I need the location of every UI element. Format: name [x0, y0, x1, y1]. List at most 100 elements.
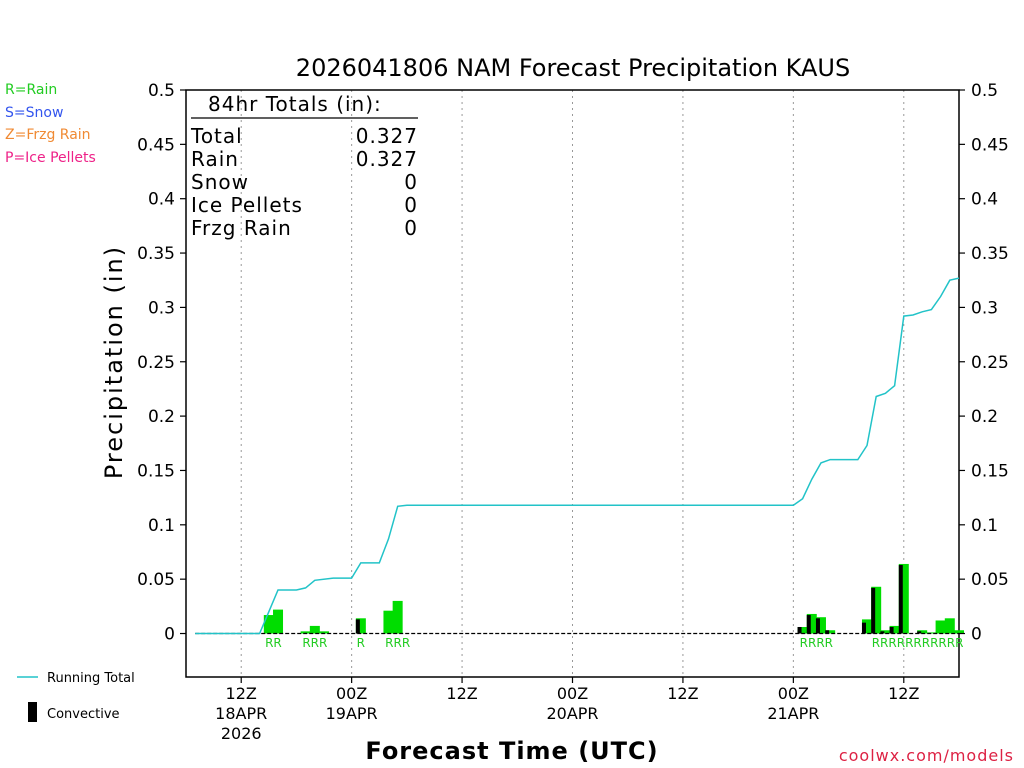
precip-bar: [383, 610, 394, 634]
totals-row-value: 0: [404, 170, 418, 194]
y-tick-label: 0.25: [137, 353, 175, 373]
totals-row-value: 0: [404, 216, 418, 240]
precip-bar: [871, 586, 882, 634]
y-axis-left: 0 0.05 0.1 0.15 0.2 0.25 0.3 0.35 0.4 0.45 0.5: [137, 81, 186, 645]
convective-bar: [355, 619, 360, 634]
x-tick-label: 00Z: [778, 684, 809, 703]
convective-legend-swatch: [28, 702, 37, 722]
y-tick-label-right: 0.3: [971, 298, 998, 318]
precip-bar: [392, 600, 403, 634]
totals-row-label: Ice Pellets: [191, 193, 303, 217]
totals-heading: 84hr Totals (in):: [208, 92, 382, 116]
precip-type-label: RR: [265, 636, 282, 650]
precip-type-labels: RR RRR R RRR RRRR RRRRRRRRRRR: [265, 636, 963, 650]
precip-bar: [954, 630, 964, 634]
precip-type-legend-item: Z=Frzg Rain: [5, 127, 91, 143]
precip-bar: [355, 618, 366, 634]
chart-title: 2026041806 NAM Forecast Precipitation KA…: [296, 54, 850, 82]
precip-bar: [880, 630, 891, 634]
precip-type-legend-item: R=Rain: [5, 82, 58, 98]
totals-row-label: Total: [190, 124, 243, 148]
convective-bar: [871, 587, 876, 634]
precip-type-label: RRRR: [800, 636, 833, 650]
totals-row-value: 0: [404, 193, 418, 217]
precip-bar: [889, 625, 900, 634]
running-total-line: [195, 277, 960, 635]
convective-bar: [880, 631, 885, 634]
precip-bar: [861, 619, 872, 634]
totals-box: 84hr Totals (in): Total 0.327 Rain 0.327 Sno…: [190, 92, 418, 240]
running-total-legend-label: Running Total: [47, 671, 135, 686]
x-tick-label: 00Z: [336, 684, 367, 703]
x-tick-label: 12Z: [667, 684, 698, 703]
precip-type-legend-item: P=Ice Pellets: [5, 149, 96, 166]
y-tick-label: 0.4: [148, 190, 175, 210]
y-tick-label: 0.5: [148, 81, 175, 101]
precip-bar: [797, 626, 808, 634]
precip-bar: [926, 632, 937, 634]
totals-row-value: 0.327: [356, 124, 418, 148]
precip-bar: [319, 631, 330, 634]
x-tick-label: 12Z: [888, 684, 919, 703]
y-tick-label-right: 0.05: [971, 570, 1009, 590]
totals-row-label: Snow: [191, 170, 249, 194]
x-tick-label: 00Z: [557, 684, 588, 703]
precip-bar: [825, 630, 836, 634]
convective-bar: [797, 626, 802, 634]
y-tick-label: 0.15: [137, 461, 175, 481]
y-tick-label-right: 0.25: [971, 353, 1009, 373]
bars-group: [263, 563, 964, 634]
x-tick-date: 19APR: [326, 704, 378, 723]
series-legend: Running Total Convective: [17, 671, 135, 722]
precip-bar: [309, 625, 320, 634]
precip-bar: [806, 613, 817, 634]
precip-bar: [815, 617, 826, 634]
precip-bar: [300, 631, 311, 634]
y-tick-label: 0.05: [137, 570, 175, 590]
y-tick-label: 0.35: [137, 244, 175, 264]
totals-row-value: 0.327: [356, 147, 418, 171]
precip-bar: [898, 563, 909, 634]
convective-bar: [917, 631, 922, 634]
x-tick-label: 12Z: [446, 684, 477, 703]
y-tick-label-right: 0.45: [971, 135, 1009, 155]
y-tick-label-right: 0.35: [971, 244, 1009, 264]
x-axis-label: Forecast Time (UTC): [365, 737, 658, 765]
precip-bar: [935, 620, 946, 634]
precip-bar: [917, 630, 928, 634]
y-tick-label: 0.3: [148, 298, 175, 318]
x-tick-date: 18APR: [215, 704, 267, 723]
convective-bar: [898, 565, 903, 634]
y-tick-label: 0: [164, 625, 175, 645]
y-axis-label: Precipitation (in): [100, 245, 128, 479]
y-tick-label-right: 0.15: [971, 461, 1009, 481]
totals-row-label: Frzg Rain: [191, 216, 292, 240]
precip-type-label: RRRRRRRRRRR: [872, 636, 964, 650]
y-tick-label: 0.2: [148, 407, 175, 427]
y-tick-label-right: 0.4: [971, 190, 998, 210]
credit-text: coolwx.com/models: [839, 746, 1014, 765]
precip-bar: [944, 618, 955, 634]
x-tick-year: 2026: [221, 724, 262, 743]
x-tick-date: 21APR: [767, 704, 819, 723]
precip-type-label: RRR: [385, 636, 410, 650]
y-tick-label-right: 0.1: [971, 516, 998, 536]
x-tick-date: 20APR: [546, 704, 598, 723]
convective-bar: [861, 622, 866, 634]
x-tick-label: 12Z: [226, 684, 257, 703]
convective-bar: [806, 615, 811, 634]
totals-row-label: Rain: [191, 147, 239, 171]
precip-type-label: RRR: [302, 636, 327, 650]
convective-bar: [825, 630, 830, 634]
convective-bar: [889, 626, 894, 634]
y-tick-label-right: 0.2: [971, 407, 998, 427]
precip-bar: [263, 615, 274, 634]
precip-type-label: R: [357, 636, 365, 650]
convective-bar: [815, 618, 820, 634]
y-axis-right: 0 0.05 0.1 0.15 0.2 0.25 0.3 0.35 0.4 0.45 0.5: [959, 81, 1009, 645]
y-tick-label-right: 0: [971, 625, 982, 645]
y-tick-label-right: 0.5: [971, 81, 998, 101]
y-tick-label: 0.45: [137, 135, 175, 155]
